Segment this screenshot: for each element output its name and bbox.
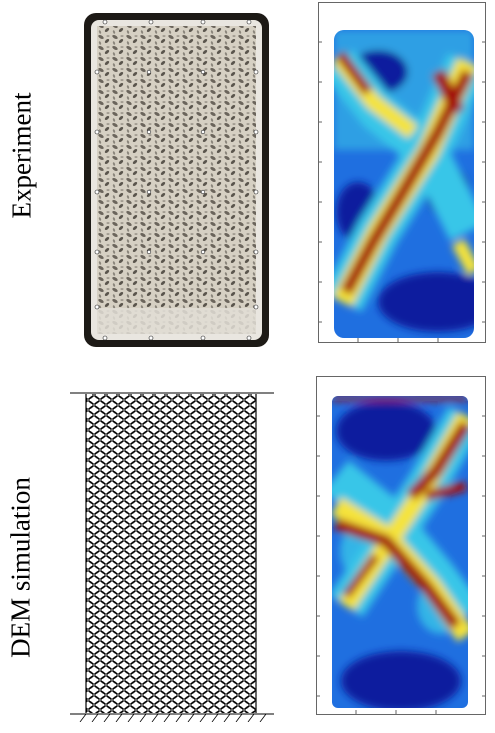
- dem-simulation-label: DEM simulation: [5, 477, 36, 658]
- experiment-label: Experiment: [6, 92, 37, 219]
- dem-heatmap: [316, 376, 486, 715]
- experiment-photo: [83, 12, 270, 348]
- dem-particle-packing: [70, 392, 274, 722]
- dem-heatmap-graphic: [316, 376, 486, 715]
- experiment-photo-graphic: [84, 13, 269, 347]
- dem-simulation-graphic: [70, 390, 274, 722]
- experiment-heatmap: [318, 2, 486, 343]
- experiment-heatmap-graphic: [318, 2, 486, 343]
